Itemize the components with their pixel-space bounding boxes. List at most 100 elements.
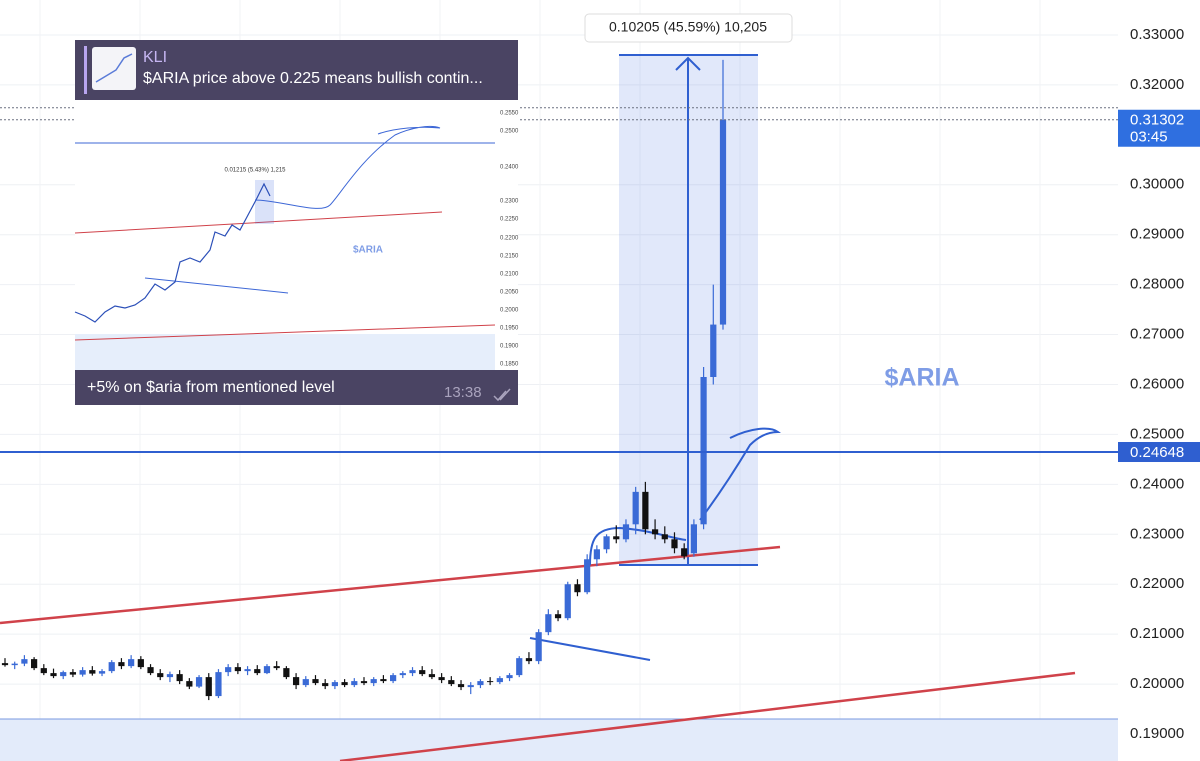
thumb-zone — [75, 334, 495, 370]
trend-line — [0, 545, 781, 625]
trend-line — [339, 671, 1076, 761]
candle-body — [11, 663, 18, 666]
candle-body — [273, 666, 280, 669]
thumb-measure — [255, 180, 274, 224]
y-tick-label: 0.29000 — [1130, 226, 1184, 243]
candle-body — [516, 658, 523, 676]
candle-body — [89, 670, 96, 674]
measure-label: 0.10205 (45.59%) 10,205 — [609, 19, 767, 35]
candle-body — [681, 548, 688, 557]
candle-body — [215, 672, 222, 697]
candle-body — [176, 674, 183, 682]
thumb-freehand — [254, 125, 441, 209]
candle-body — [360, 681, 368, 684]
thumb-axis-label: 0.2250 — [500, 217, 519, 223]
candle-body — [419, 670, 426, 675]
last-price-tag — [1118, 109, 1200, 147]
candle-body — [438, 677, 445, 681]
candle-body — [399, 673, 406, 676]
candle-body — [98, 671, 106, 674]
thumb-icon — [92, 47, 136, 90]
candle-body — [31, 659, 38, 669]
candle-body — [535, 632, 542, 662]
candle-body — [525, 658, 533, 662]
thumb-axis-label: 0.2550 — [500, 111, 519, 117]
y-tick-label: 0.23000 — [1130, 525, 1184, 542]
candle-body — [79, 670, 86, 675]
candle-body — [21, 659, 28, 664]
level-label: 0.24648 — [1130, 444, 1184, 461]
drawn-line — [529, 637, 651, 661]
candle-body — [661, 534, 668, 540]
candle-body — [380, 679, 387, 682]
thumb-axis-label: 0.2200 — [500, 236, 519, 242]
candle-body — [351, 681, 358, 686]
thumb-axis-label: 0.2300 — [500, 199, 519, 205]
y-tick-label: 0.21000 — [1130, 625, 1184, 642]
candle-body — [40, 668, 47, 674]
candle-body — [603, 536, 610, 550]
candle-body — [147, 667, 154, 674]
level-tag — [1118, 442, 1200, 463]
candle-body — [409, 670, 416, 674]
last-price-label: 0.31302 — [1130, 112, 1184, 129]
y-tick-label: 0.26000 — [1130, 375, 1184, 392]
candle-body — [554, 614, 562, 619]
thumb-axis-label: 0.2400 — [500, 165, 519, 171]
thumb-line — [144, 277, 289, 294]
candle-body — [632, 491, 639, 525]
message-time: 13:38 — [444, 384, 482, 401]
message-text: +5% on $aria from mentioned level — [87, 379, 335, 396]
thumb-axis-label: 0.2100 — [500, 272, 519, 278]
candles — [1, 59, 727, 701]
candle-body — [613, 536, 620, 540]
candle-body — [719, 119, 727, 325]
message-card: KLI $ARIA price above 0.225 means bullis… — [74, 40, 519, 405]
candle-body — [50, 673, 57, 677]
candle-body — [545, 614, 552, 633]
thumb-annotation: $ARIA — [353, 245, 383, 256]
candle-body — [390, 675, 397, 682]
thumbnail — [75, 100, 518, 370]
candle-body — [593, 549, 600, 560]
candle-body — [60, 672, 67, 677]
candle-body — [283, 668, 290, 678]
y-tick-label: 0.28000 — [1130, 276, 1184, 293]
y-tick-label: 0.22000 — [1130, 575, 1184, 592]
y-tick-label: 0.24000 — [1130, 475, 1184, 492]
y-tick-label: 0.20000 — [1130, 675, 1184, 692]
y-tick-label: 0.33000 — [1130, 26, 1184, 43]
candle-body — [331, 682, 338, 687]
quote-bar — [84, 46, 87, 94]
candle-body — [157, 673, 164, 678]
candle-body — [341, 682, 348, 686]
candle-body — [574, 584, 581, 593]
thumb-axis-label: 0.2150 — [500, 254, 519, 260]
thumb-axis-label: 0.1900 — [500, 344, 519, 350]
measure-arrowhead — [675, 56, 701, 71]
candle-body — [506, 675, 513, 679]
candle-body — [225, 667, 232, 673]
candle-body — [642, 491, 649, 530]
candle-body — [448, 680, 455, 685]
candle-body — [108, 662, 115, 672]
candle-body — [477, 681, 484, 686]
y-tick-label: 0.27000 — [1130, 326, 1184, 343]
candle-body — [584, 559, 591, 593]
candle-body — [312, 679, 319, 684]
candle-body — [118, 662, 125, 667]
y-tick-label: 0.32000 — [1130, 76, 1184, 93]
candle-body — [195, 677, 203, 687]
candle-body — [322, 683, 329, 687]
candle-body — [234, 667, 241, 672]
freehand — [589, 427, 782, 566]
y-tick-label: 0.30000 — [1130, 176, 1184, 193]
thumb-trend — [74, 324, 496, 341]
range-zone — [0, 719, 1118, 761]
candle-body — [186, 681, 193, 687]
candle-body — [137, 659, 144, 668]
candle-body — [671, 539, 678, 549]
